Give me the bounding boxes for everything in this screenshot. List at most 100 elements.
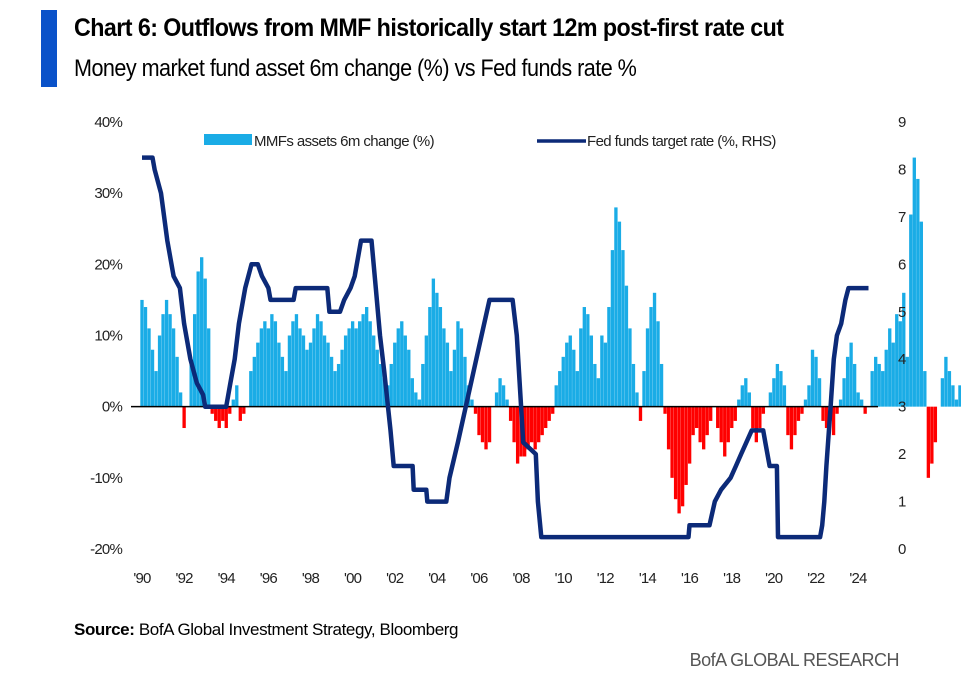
- bar-negative: [484, 406, 488, 450]
- bar-positive: [856, 392, 860, 407]
- bar-positive: [435, 292, 439, 407]
- bar-negative: [487, 406, 492, 443]
- bar-positive: [298, 328, 302, 407]
- bar-negative: [800, 406, 804, 414]
- bar-positive: [603, 342, 608, 407]
- bar-positive: [596, 378, 601, 407]
- bar-positive: [403, 335, 407, 407]
- bar-negative: [515, 406, 520, 464]
- bar-positive: [954, 399, 959, 407]
- bar-positive: [568, 335, 572, 407]
- bar-negative: [512, 406, 516, 443]
- bar-negative: [926, 406, 931, 478]
- left-tick-label: -10%: [90, 470, 122, 487]
- bar-negative: [238, 406, 242, 421]
- bar-positive: [951, 385, 955, 407]
- bar-negative: [677, 406, 681, 514]
- bar-positive: [414, 392, 418, 407]
- bar-positive: [256, 342, 260, 407]
- bar-negative: [214, 406, 218, 421]
- bar-negative: [793, 406, 797, 436]
- x-tick-label: '18: [723, 570, 741, 587]
- bar-positive: [280, 356, 285, 407]
- bar-positive: [884, 349, 888, 407]
- title-accent-bar: [41, 10, 57, 87]
- bar-positive: [459, 328, 464, 407]
- bar-positive: [157, 335, 162, 407]
- bar-positive: [175, 356, 179, 407]
- bar-positive: [410, 378, 414, 407]
- bar-positive: [336, 363, 341, 407]
- bar-negative: [473, 406, 478, 414]
- x-tick-label: '20: [765, 570, 783, 587]
- bar-positive: [737, 399, 741, 407]
- bar-negative: [638, 406, 643, 421]
- x-tick-label: '98: [302, 570, 320, 587]
- bar-positive: [958, 385, 961, 407]
- bar-positive: [424, 335, 429, 407]
- right-tick-label: 5: [898, 304, 906, 321]
- x-tick-label: '16: [681, 570, 699, 587]
- bar-positive: [944, 356, 948, 407]
- bar-positive: [849, 342, 853, 407]
- bar-positive: [803, 399, 808, 407]
- bar-positive: [779, 371, 783, 407]
- right-tick-label: 6: [898, 256, 906, 273]
- bar-positive: [888, 328, 892, 407]
- left-tick-label: 40%: [94, 114, 122, 131]
- right-tick-label: 0: [898, 541, 906, 558]
- bar-positive: [442, 328, 446, 407]
- bar-negative: [863, 406, 867, 414]
- bar-positive: [617, 221, 622, 407]
- bar-positive: [326, 342, 330, 407]
- bar-positive: [315, 314, 320, 407]
- bar-positive: [494, 392, 499, 407]
- bar-positive: [586, 314, 590, 407]
- bar-negative: [786, 406, 790, 436]
- bar-positive: [645, 328, 650, 407]
- brand-label: BofA GLOBAL RESEARCH: [689, 650, 900, 670]
- bar-positive: [147, 328, 151, 407]
- bar-negative: [544, 406, 548, 429]
- bar-negative: [835, 406, 839, 414]
- bar-positive: [909, 214, 913, 407]
- bar-positive: [501, 385, 506, 407]
- bar-positive: [575, 371, 579, 407]
- bar-positive: [301, 335, 306, 407]
- bar-positive: [164, 299, 169, 407]
- bar-positive: [593, 363, 597, 407]
- bar-positive: [421, 363, 425, 407]
- bar-positive: [649, 307, 653, 407]
- source-text: BofA Global Investment Strategy, Bloombe…: [138, 620, 459, 639]
- bar-positive: [912, 157, 916, 407]
- bar-positive: [231, 399, 235, 407]
- bar-positive: [277, 342, 281, 407]
- bar-positive: [916, 178, 920, 407]
- x-tick-label: '22: [807, 570, 825, 587]
- bar-positive: [196, 271, 200, 407]
- bar-positive: [505, 399, 509, 407]
- bar-positive: [807, 385, 811, 407]
- bar-positive: [877, 363, 881, 407]
- bar-positive: [368, 321, 372, 407]
- bar-positive: [589, 335, 594, 407]
- bar-positive: [582, 307, 586, 407]
- bar-positive: [294, 314, 299, 407]
- left-axis: 40% 30% 20% 10% 0% -10% -20%: [90, 114, 123, 558]
- right-tick-label: 7: [898, 209, 906, 226]
- right-tick-label: 9: [898, 114, 906, 131]
- bar-positive: [565, 342, 569, 407]
- bar-negative: [694, 406, 699, 429]
- bar-negative: [730, 406, 734, 429]
- bar-positive: [947, 371, 952, 407]
- bar-positive: [881, 371, 885, 407]
- bar-negative: [789, 406, 794, 450]
- x-tick-label: '00: [344, 570, 362, 587]
- bar-positive: [740, 385, 744, 407]
- x-tick-label: '04: [428, 570, 446, 587]
- bar-negative: [673, 406, 678, 500]
- bar-positive: [744, 378, 748, 407]
- bar-positive: [810, 349, 815, 407]
- bar-positive: [558, 371, 562, 407]
- bar-positive: [782, 385, 787, 407]
